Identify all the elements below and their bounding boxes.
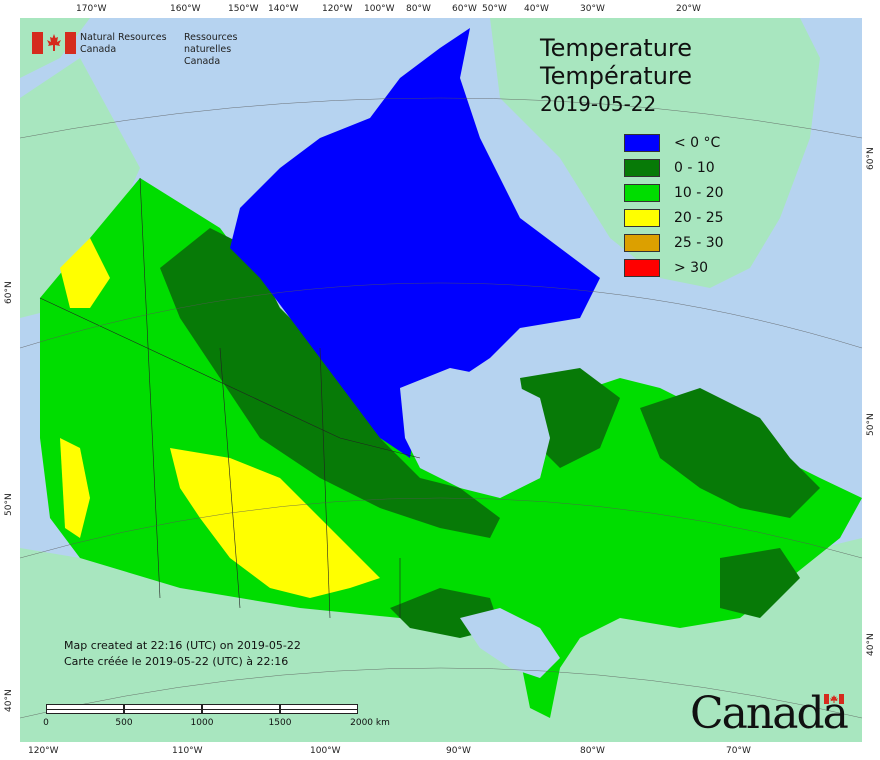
other-land-alaska [20,58,140,318]
axis-label-right: 40°N [866,633,876,656]
axis-label-left: 60°N [4,281,14,304]
region-cool-east [640,388,820,518]
region-warm-prairies [170,448,380,598]
region-cool-maritimes [720,548,800,618]
other-land-greenland [490,18,820,288]
axis-label-top: 40°W [524,4,549,14]
legend-label: 0 - 10 [674,160,715,176]
axis-label-top: 140°W [268,4,299,14]
scale-tick: 2000 km [350,718,390,728]
provincial-boundaries [39,177,421,619]
axis-label-bottom: 120°W [28,746,59,756]
map-drawing [20,18,862,742]
legend-swatch [624,184,660,202]
axis-label-bottom: 80°W [580,746,605,756]
wordmark-flag-icon [824,694,844,704]
axis-label-top: 150°W [228,4,259,14]
graticule [20,97,862,719]
legend-swatch [624,209,660,227]
canada-flag-icon [32,32,76,54]
axis-label-top: 100°W [364,4,395,14]
axis-label-top: 50°W [482,4,507,14]
agency-name-fr: Ressources naturelles Canada [184,32,238,67]
region-cold-arctic [230,28,600,458]
agency-logo: Natural Resources Canada Ressources natu… [32,32,237,67]
wordmark-text: Canada [690,688,849,739]
axis-label-bottom: 110°W [172,746,203,756]
map-title: Temperature Température 2019-05-22 [540,34,780,118]
great-lakes [460,608,560,678]
axis-label-top: 20°W [676,4,701,14]
legend-swatch [624,134,660,152]
legend-swatch [624,234,660,252]
scale-tick: 500 [115,718,133,728]
legend-label: < 0 °C [674,135,721,151]
region-warm-bc [60,438,90,538]
scale-bar: 0 500 1000 1500 2000 km [43,704,390,734]
hudson-bay [400,368,550,498]
agency-name-en: Natural Resources Canada [80,32,167,55]
credit-fr: Carte créée le 2019-05-22 (UTC) à 22:16 [64,655,289,668]
axis-label-right: 50°N [866,413,876,436]
title-date: 2019-05-22 [540,92,657,116]
credit-en: Map created at 22:16 (UTC) on 2019-05-22 [64,639,301,652]
map-canvas[interactable] [20,18,862,742]
axis-label-bottom: 100°W [310,746,341,756]
legend-label: 25 - 30 [674,235,724,251]
canada-wordmark: Canada [690,690,860,738]
map-credits: Map created at 22:16 (UTC) on 2019-05-22… [64,638,301,670]
scale-tick: 1000 [190,718,214,728]
scale-tick: 0 [43,718,49,728]
axis-label-top: 120°W [322,4,353,14]
legend-swatch [624,259,660,277]
region-cool-north [160,228,500,538]
scale-tick: 1500 [268,718,292,728]
title-fr: Température [540,62,693,90]
title-en: Temperature [540,34,693,62]
legend-swatch [624,159,660,177]
region-warm-yukon [60,238,110,308]
legend-label: 20 - 25 [674,210,724,226]
legend-label: > 30 [674,260,708,276]
axis-label-top: 60°W [452,4,477,14]
axis-label-top: 170°W [76,4,107,14]
axis-label-bottom: 90°W [446,746,471,756]
axis-label-right: 60°N [866,147,876,170]
axis-label-left: 40°N [4,689,14,712]
axis-label-top: 160°W [170,4,201,14]
axis-label-top: 80°W [406,4,431,14]
axis-label-top: 30°W [580,4,605,14]
legend-label: 10 - 20 [674,185,724,201]
axis-label-left: 50°N [4,493,14,516]
axis-label-bottom: 70°W [726,746,751,756]
